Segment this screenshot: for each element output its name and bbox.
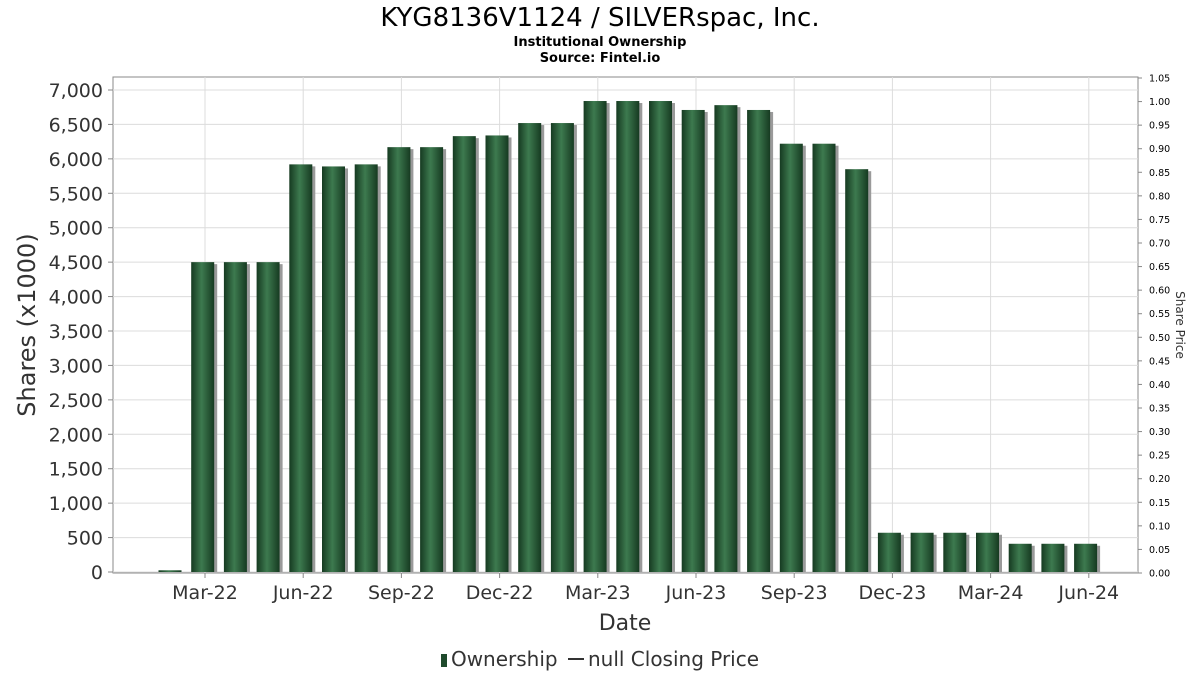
ownership-bar — [223, 262, 247, 572]
y2-tick-label: 0.65 — [1149, 262, 1170, 273]
y-tick-label: 4,000 — [49, 287, 103, 309]
ownership-bar — [354, 164, 378, 572]
y-tick-label: 5,000 — [49, 218, 103, 240]
x-axis-label: Date — [599, 611, 652, 636]
y2-tick-label: 0.85 — [1149, 168, 1170, 179]
y-tick-label: 2,500 — [49, 390, 103, 412]
y2-tick-label: 0.30 — [1149, 427, 1170, 438]
ownership-bar — [191, 262, 215, 572]
ownership-bar — [943, 532, 967, 572]
price-line-icon — [567, 658, 584, 660]
x-tick-label: Mar-23 — [565, 582, 631, 604]
ownership-bar — [616, 101, 640, 572]
ownership-bar — [714, 105, 738, 573]
y2-tick-label: 0.05 — [1149, 545, 1170, 556]
y2-tick-label: 0.10 — [1149, 521, 1170, 532]
x-tick-label: Sep-23 — [761, 582, 828, 604]
y2-tick-label: 0.40 — [1149, 380, 1170, 391]
y2-tick-label: 1.00 — [1149, 97, 1170, 108]
chart-title: KYG8136V1124 / SILVERspac, Inc. — [380, 3, 820, 33]
y2-tick-label: 0.00 — [1149, 569, 1170, 580]
x-tick-label: Mar-24 — [958, 582, 1024, 604]
ownership-bar — [779, 143, 803, 573]
y2-tick-label: 0.50 — [1149, 333, 1170, 344]
x-tick-label: Dec-23 — [858, 582, 926, 604]
y2-tick-label: 0.75 — [1149, 215, 1170, 226]
y2-tick-label: 0.45 — [1149, 356, 1170, 367]
y2-axis-label: Share Price — [1173, 291, 1187, 359]
ownership-bar — [420, 147, 444, 572]
x-tick-label: Jun-24 — [1057, 582, 1119, 604]
legend-price: null Closing Price — [587, 647, 760, 671]
ownership-swatch-icon — [440, 654, 447, 667]
ownership-bar — [877, 532, 901, 572]
y2-tick-label: 0.80 — [1149, 191, 1170, 202]
ownership-bar — [485, 135, 509, 572]
ownership-bar — [812, 143, 836, 573]
x-axis: Mar-22 Jun-22 Sep-22 Dec-22 Mar-23 Jun-23 Sep-… — [172, 573, 1119, 604]
y2-tick-label: 0.25 — [1149, 451, 1170, 462]
y-tick-label: 3,000 — [49, 355, 103, 377]
x-tick-label: Jun-22 — [272, 582, 334, 604]
y2-tick-label: 0.95 — [1149, 121, 1170, 132]
ownership-bar — [681, 109, 705, 573]
y-tick-label: 5,500 — [49, 183, 103, 205]
x-tick-label: Sep-22 — [368, 582, 435, 604]
y2-tick-label: 1.05 — [1149, 74, 1170, 85]
y2-tick-label: 0.90 — [1149, 144, 1170, 155]
y-tick-label: 6,000 — [49, 149, 103, 171]
x-tick-label: Mar-22 — [172, 582, 238, 604]
chart-subtitle: Institutional Ownership — [513, 35, 687, 50]
ownership-bar — [387, 147, 411, 572]
y-tick-label: 6,500 — [49, 114, 103, 136]
ownership-bar — [256, 262, 280, 572]
bars — [158, 101, 1101, 573]
y-axis-right: 0.00 0.05 0.10 0.15 0.20 0.25 0.30 0.35 0.40 0.45… — [1138, 74, 1170, 580]
y2-tick-label: 0.60 — [1149, 286, 1170, 297]
y-tick-label: 1,500 — [49, 459, 103, 481]
y2-tick-label: 0.15 — [1149, 498, 1170, 509]
y-tick-label: 1,000 — [49, 493, 103, 515]
ownership-bar — [1008, 543, 1032, 572]
y-axis-label: Shares (x1000) — [13, 233, 41, 416]
y2-tick-label: 0.35 — [1149, 404, 1170, 415]
x-tick-label: Dec-22 — [466, 582, 534, 604]
y-tick-label: 4,500 — [49, 252, 103, 274]
ownership-bar — [976, 532, 999, 572]
ownership-bar — [550, 123, 574, 573]
ownership-bar — [583, 101, 607, 572]
ownership-bar — [649, 101, 672, 572]
y-tick-label: 0 — [91, 562, 103, 584]
ownership-bar — [518, 123, 542, 573]
ownership-bar — [747, 109, 771, 573]
y-tick-label: 3,500 — [49, 321, 103, 343]
ownership-bar — [910, 532, 934, 572]
y-axis-left: 0 500 1,000 1,500 2,000 2,500 3,000 3,500 4,000 4… — [49, 80, 113, 584]
legend: Ownership null Closing Price — [0, 646, 1200, 672]
ownership-bar — [158, 570, 182, 572]
y2-tick-label: 0.55 — [1149, 309, 1170, 320]
legend-ownership: Ownership — [450, 647, 558, 671]
ownership-bar — [452, 136, 476, 573]
y-tick-label: 2,000 — [49, 424, 103, 446]
ownership-bar — [1074, 543, 1098, 572]
ownership-bar — [322, 166, 345, 572]
chart-source: Source: Fintel.io — [539, 51, 661, 66]
ownership-bar — [845, 169, 869, 572]
x-tick-label: Jun-23 — [665, 582, 727, 604]
ownership-bar — [1041, 543, 1065, 572]
ownership-bar — [289, 164, 313, 572]
y-tick-label: 500 — [67, 528, 103, 550]
y2-tick-label: 0.20 — [1149, 474, 1170, 485]
y-tick-label: 7,000 — [49, 80, 103, 102]
y2-tick-label: 0.70 — [1149, 239, 1170, 250]
